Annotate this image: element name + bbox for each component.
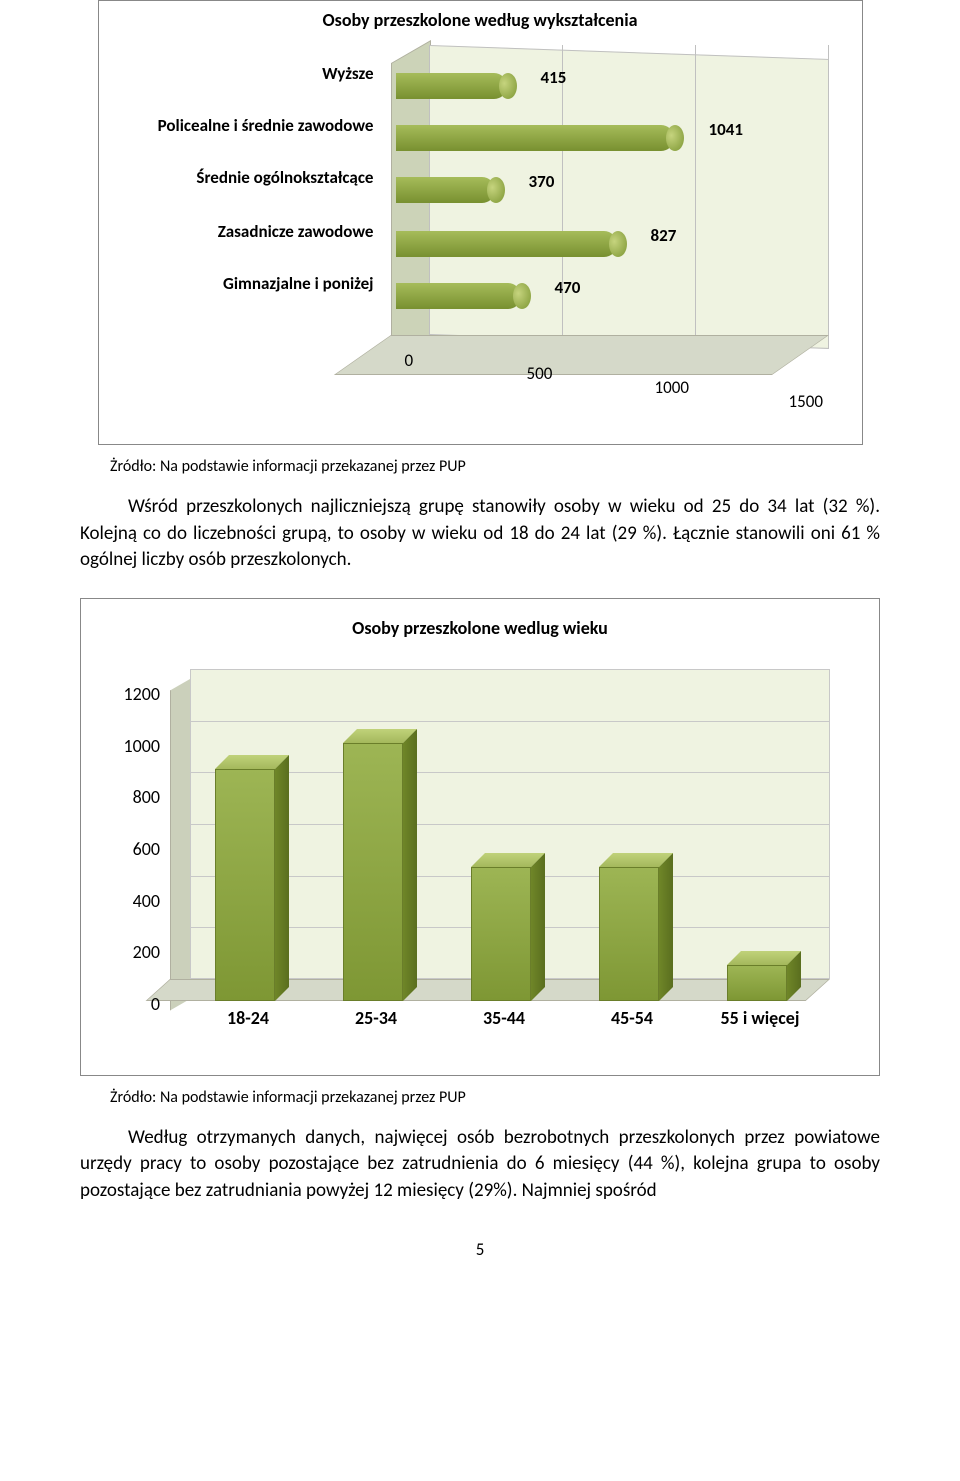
c1-cat-1: Policealne i średnie zawodowe [109, 115, 374, 136]
c1-val-0: 415 [541, 67, 567, 88]
c1-val-4: 470 [555, 277, 581, 298]
c2-cat-1: 25-34 [316, 1007, 436, 1029]
source2: Żródło: Na podstawie informacji przekaza… [110, 1088, 880, 1107]
chart1-title: Osoby przeszkolone według wykształcenia [99, 1, 862, 45]
c1-xt-0: 0 [405, 350, 414, 371]
c2-yt-6: 1200 [105, 683, 160, 705]
c2-yt-5: 1000 [105, 735, 160, 757]
c1-cat-3: Zasadnicze zawodowe [109, 221, 374, 242]
c2-yt-0: 0 [105, 993, 160, 1015]
c1-val-1: 1041 [709, 119, 743, 140]
c2-cat-2: 35-44 [444, 1007, 564, 1029]
c1-cat-4: Gimnazjalne i poniżej [109, 273, 374, 294]
c1-val-3: 827 [651, 225, 677, 246]
c1-xt-3: 1500 [789, 391, 823, 412]
chart-age: Osoby przeszkolone wedlug wieku 0 200 40… [80, 598, 880, 1076]
para1: Wśród przeszkolonych najliczniejszą grup… [80, 494, 880, 574]
c1-cat-2: Średnie ogólnokształcące [109, 167, 374, 188]
source1: Żródło: Na podstawie informacji przekaza… [110, 457, 880, 476]
chart1-plot: Wyższe Policealne i średnie zawodowe Śre… [109, 45, 849, 415]
chart-education: Osoby przeszkolone według wykształcenia … [98, 0, 863, 445]
c2-cat-4: 55 i więcej [700, 1007, 820, 1029]
c1-cat-0: Wyższe [109, 63, 374, 84]
para2: Według otrzymanych danych, najwięcej osó… [80, 1125, 880, 1205]
c1-val-2: 370 [529, 171, 555, 192]
c2-cat-0: 18-24 [188, 1007, 308, 1029]
c2-yt-4: 800 [105, 786, 160, 808]
c1-xt-2: 1000 [655, 377, 689, 398]
chart2-plot: 0 200 400 600 800 1000 1200 [100, 669, 860, 1049]
c2-yt-1: 200 [105, 941, 160, 963]
c2-cat-3: 45-54 [572, 1007, 692, 1029]
c1-xt-1: 500 [527, 363, 553, 384]
chart2-title: Osoby przeszkolone wedlug wieku [81, 599, 879, 669]
c2-yt-2: 400 [105, 890, 160, 912]
c2-yt-3: 600 [105, 838, 160, 860]
page-number: 5 [80, 1239, 880, 1260]
